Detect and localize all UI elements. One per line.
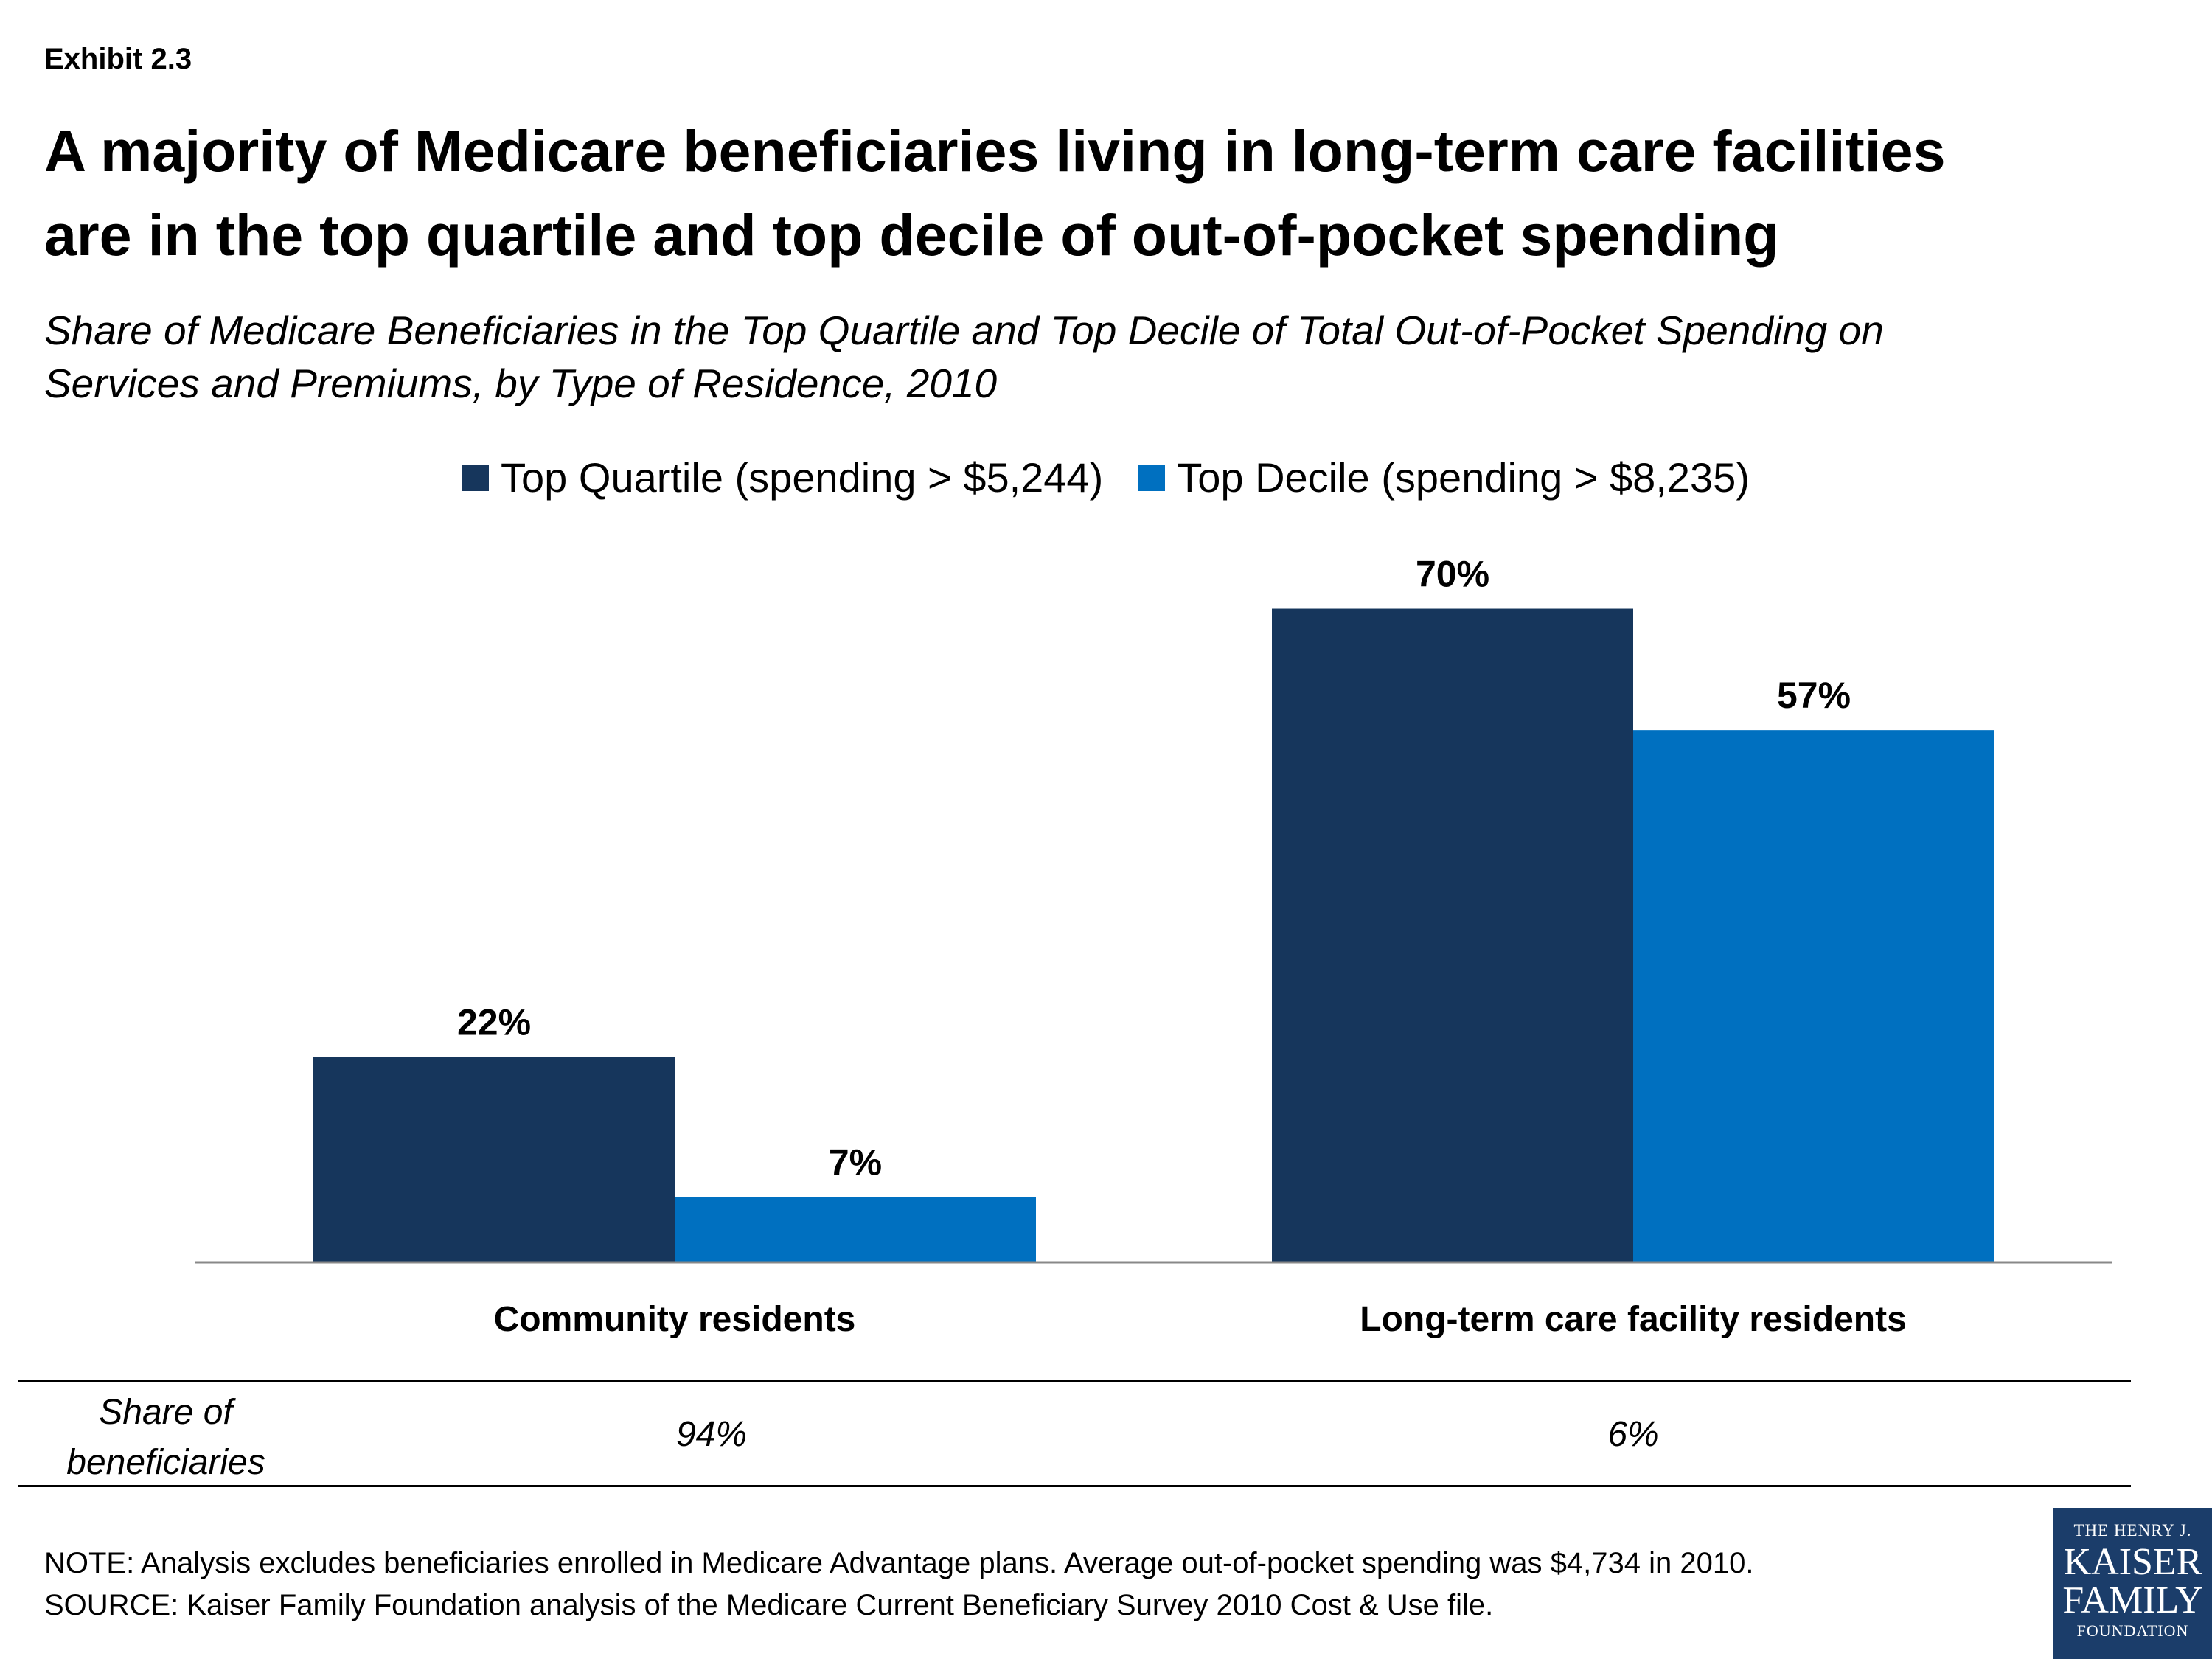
subtitle-line-1: Share of Medicare Beneficiaries in the T…: [44, 307, 1884, 353]
data-label-top-decile-ltc: 57%: [1777, 675, 1851, 716]
share-value-ltc: 6%: [1607, 1415, 1659, 1454]
legend-item-top-quartile: Top Quartile (spending > $5,244): [462, 453, 1103, 501]
exhibit-label: Exhibit 2.3: [44, 43, 192, 75]
bar-top-decile-community: [675, 1197, 1036, 1262]
share-label-line-1: Share of: [99, 1393, 233, 1432]
subtitle-line-2: Services and Premiums, by Type of Reside…: [44, 361, 998, 406]
legend-label-top-decile: Top Decile (spending > $8,235): [1177, 454, 1750, 501]
bar-chart: 22% 70% 7% 57%: [195, 554, 2112, 1264]
data-label-top-decile-community: 7%: [829, 1141, 882, 1183]
data-label-top-quartile-ltc: 70%: [1416, 554, 1489, 595]
logo-line-4: FOUNDATION: [2076, 1621, 2189, 1640]
logo-line-1: THE HENRY J.: [2073, 1521, 2192, 1540]
footnotes: NOTE: Analysis excludes beneficiaries en…: [44, 1543, 1753, 1627]
chart-legend: Top Quartile (spending > $5,244) Top Dec…: [0, 453, 2212, 501]
bar-top-quartile-ltc: [1272, 608, 1633, 1262]
title-line-1: A majority of Medicare beneficiaries liv…: [44, 118, 1946, 184]
data-label-top-quartile-community: 22%: [457, 1001, 531, 1043]
category-label-community: Community residents: [493, 1300, 856, 1339]
data-labels-layer: 22% 70% 7% 57%: [457, 554, 1851, 1183]
table-top-rule: [18, 1380, 2131, 1382]
page-title: A majority of Medicare beneficiaries liv…: [44, 109, 2183, 277]
category-label-ltc: Long-term care facility residents: [1360, 1300, 1907, 1339]
table-bottom-rule: [18, 1485, 2131, 1487]
bar-top-quartile-community: [313, 1057, 675, 1262]
kff-logo: THE HENRY J. KAISER FAMILY FOUNDATION: [2053, 1508, 2212, 1659]
legend-swatch-top-decile: [1138, 464, 1166, 491]
share-row-label: Share of beneficiaries: [18, 1388, 313, 1488]
share-value-community: 94%: [675, 1415, 748, 1454]
legend-swatch-top-quartile: [462, 464, 490, 491]
chart-subtitle: Share of Medicare Beneficiaries in the T…: [44, 304, 2153, 410]
logo-line-2: KAISER: [2063, 1541, 2202, 1583]
bars-layer: [313, 608, 1994, 1262]
share-label-line-2: beneficiaries: [66, 1443, 265, 1482]
title-line-2: are in the top quartile and top decile o…: [44, 202, 1779, 268]
logo-line-3: FAMILY: [2062, 1579, 2203, 1621]
footnote-note: NOTE: Analysis excludes beneficiaries en…: [44, 1547, 1754, 1579]
bar-top-decile-ltc: [1633, 730, 1994, 1262]
legend-item-top-decile: Top Decile (spending > $8,235): [1138, 453, 1750, 501]
footnote-source: SOURCE: Kaiser Family Foundation analysi…: [44, 1589, 1494, 1621]
legend-label-top-quartile: Top Quartile (spending > $5,244): [501, 454, 1104, 501]
